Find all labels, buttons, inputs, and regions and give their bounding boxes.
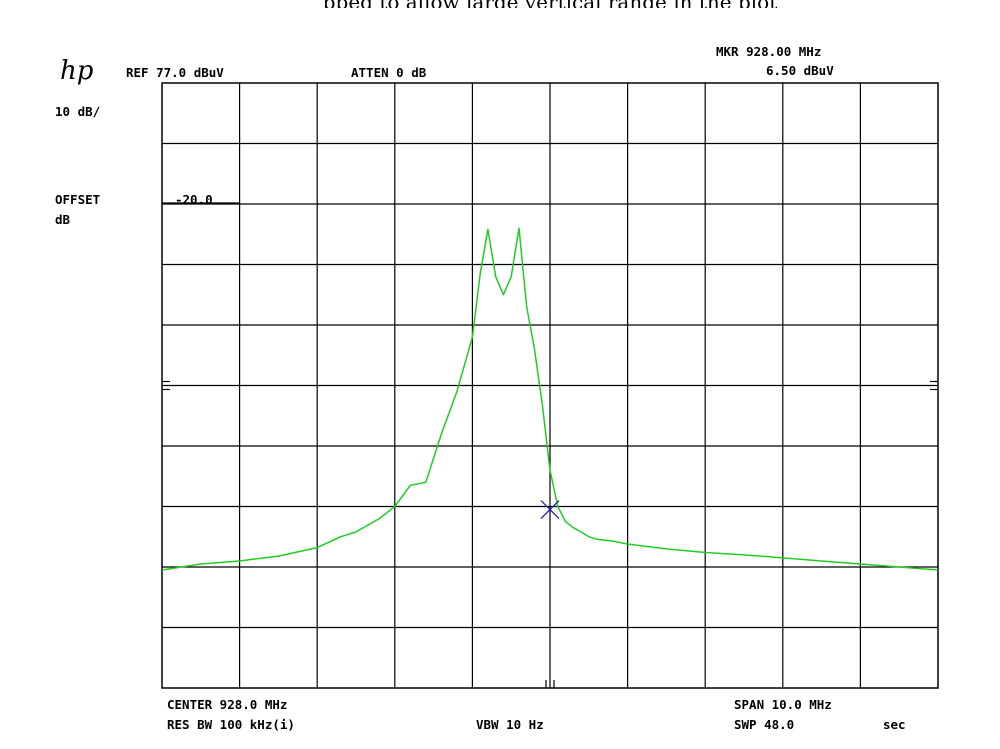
center-frequency-label: CENTER 928.0 MHz (167, 697, 288, 712)
marker-level-label: 6.50 dBuV (766, 63, 834, 78)
offset-label: OFFSET (55, 192, 101, 207)
offset-unit-label: dB (55, 212, 71, 227)
video-bandwidth-label: VBW 10 Hz (476, 717, 544, 732)
sweep-time-unit: sec (883, 717, 906, 732)
spectrum-trace (161, 227, 939, 571)
resolution-bandwidth-label: RES BW 100 kHz(i) (167, 717, 295, 732)
marker-cross (540, 500, 560, 519)
marker-frequency-label: MKR 928.00 MHz (716, 44, 822, 59)
span-label: SPAN 10.0 MHz (734, 697, 832, 712)
clipped-caption: pped to allow large vertical range in th… (270, 0, 830, 8)
attenuation-label: ATTEN 0 dB (351, 65, 427, 80)
sweep-time-label: SWP 48.0 (734, 717, 795, 732)
scale-label: 10 dB/ (55, 104, 101, 119)
hp-logo: hp (60, 56, 94, 86)
ref-level-label: REF 77.0 dBuV (126, 65, 224, 80)
